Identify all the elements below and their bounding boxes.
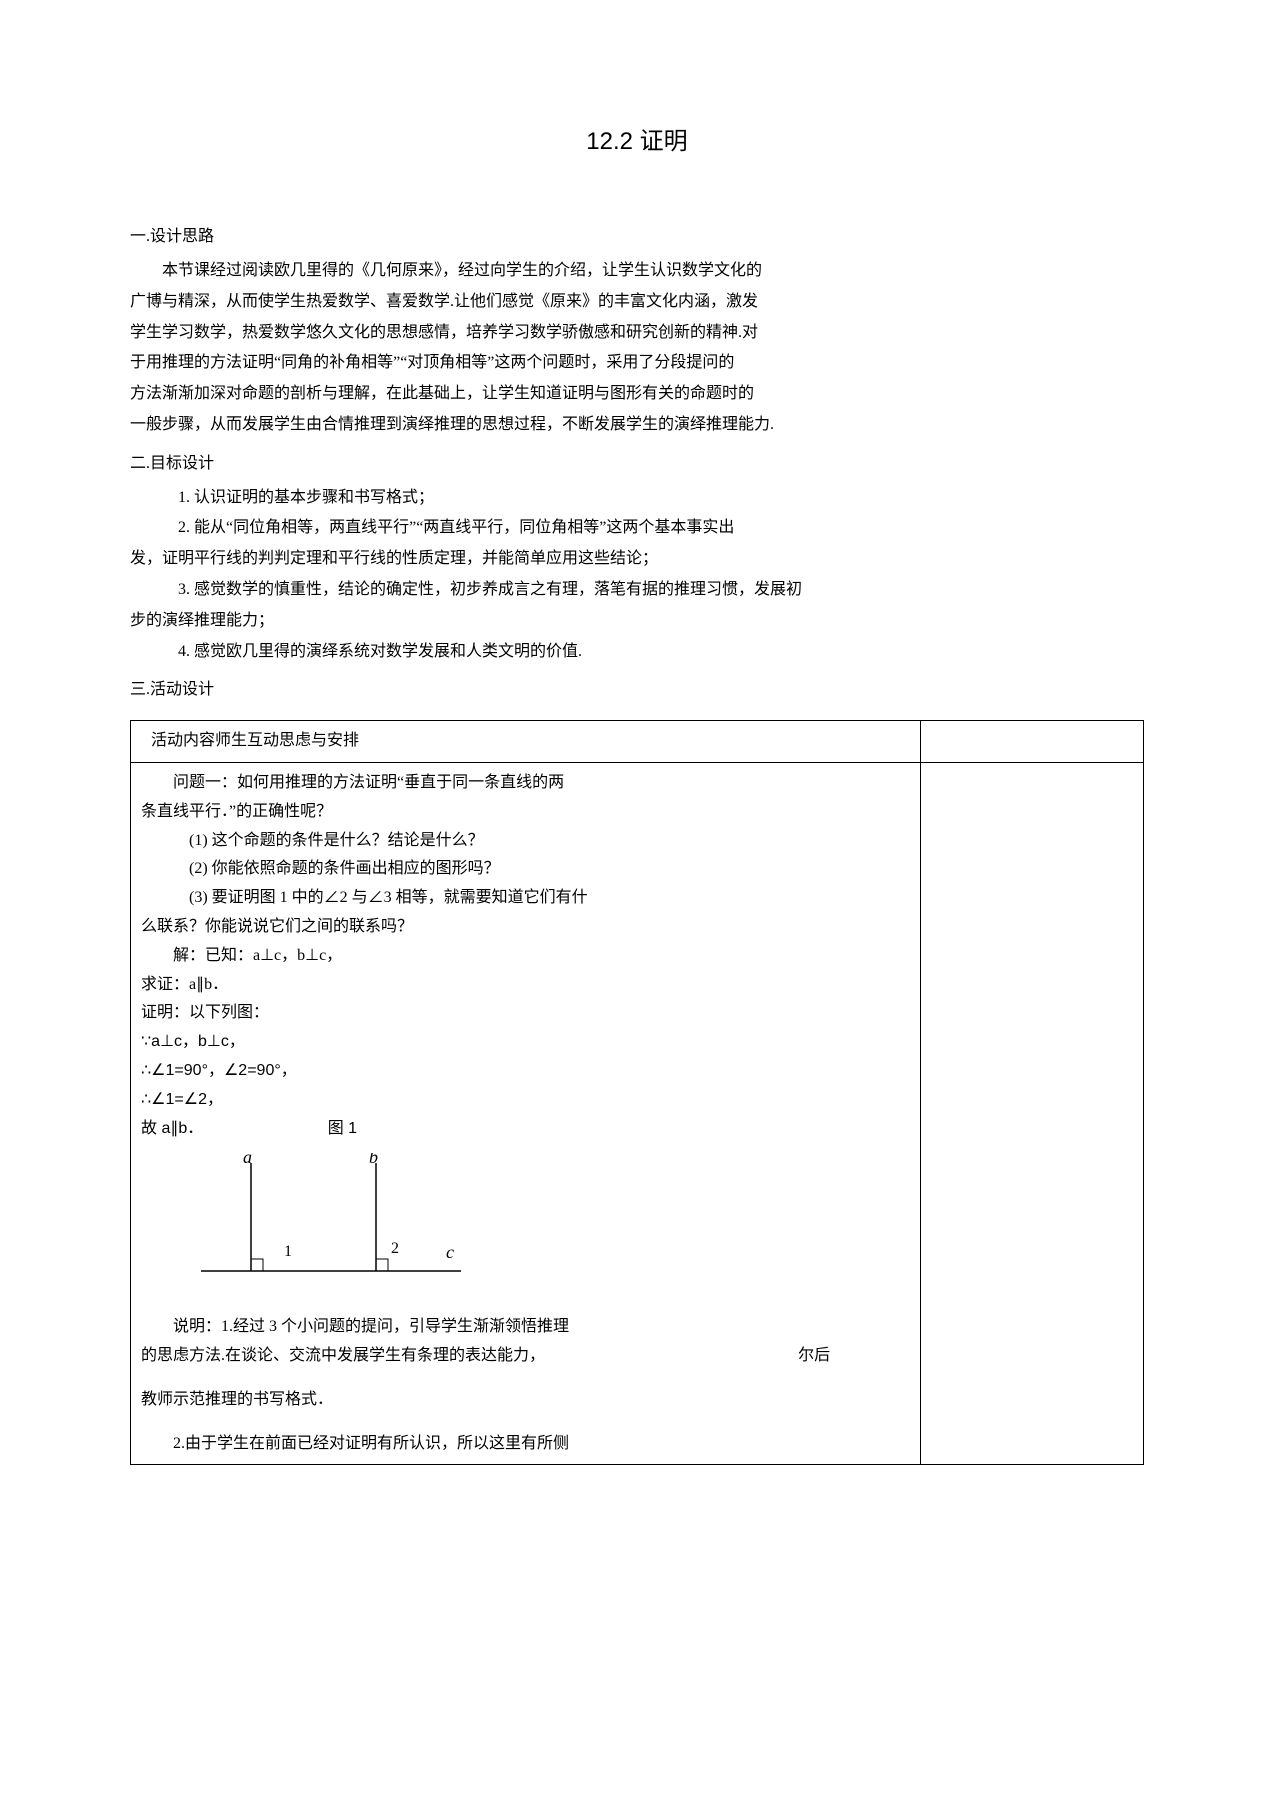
section2-heading: 二.目标设计: [130, 450, 1144, 479]
table-row: 问题一：如何用推理的方法证明“垂直于同一条直线的两 条直线平行．”的正确性呢？ …: [131, 762, 1144, 1465]
figure-label: 图 1: [328, 1120, 357, 1137]
diagram-svg: a b c 1 2: [181, 1153, 481, 1293]
proof-step1: ∵a⊥c，b⊥c，: [141, 1028, 910, 1057]
section2-item3a: 3. 感觉数学的慎重性，结论的确定性，初步养成言之有理，落笔有据的推理习惯，发展…: [130, 576, 1144, 605]
section1-p3: 学生学习数学，热爱数学悠久文化的思想感情，培养学习数学骄傲感和研究创新的精神.对: [130, 319, 1144, 348]
question1-line2: 条直线平行．”的正确性呢？: [141, 798, 910, 827]
table-side-cell: [921, 721, 1144, 763]
table-header-cell: 活动内容师生互动思虑与安排: [131, 721, 921, 763]
diagram-label-a: a: [243, 1153, 252, 1167]
activity-table: 活动内容师生互动思虑与安排 问题一：如何用推理的方法证明“垂直于同一条直线的两 …: [130, 720, 1144, 1465]
diagram-label-c: c: [446, 1242, 454, 1262]
note2: 2.由于学生在前面已经对证明有所认识，所以这里有所侧: [141, 1430, 910, 1459]
section2-item4: 4. 感觉欧几里得的演绎系统对数学发展和人类文明的价值.: [130, 638, 1144, 667]
page-title: 12.2 证明: [130, 120, 1144, 163]
table-row: 活动内容师生互动思虑与安排: [131, 721, 1144, 763]
proof-step2: ∴∠1=90°，∠2=90°，: [141, 1057, 910, 1086]
section2-item1: 1. 认识证明的基本步骤和书写格式；: [130, 484, 1144, 513]
note1-line2: 的思虑方法.在谈论、交流中发展学生有条理的表达能力，: [141, 1347, 545, 1364]
section1-p1: 本节课经过阅读欧几里得的《几何原来》，经过向学生的介绍，让学生认识数学文化的: [130, 257, 1144, 286]
note1-erhou: 尔后: [798, 1342, 830, 1371]
section1-p2: 广博与精深，从而使学生热爱数学、喜爱数学.让他们感觉《原来》的丰富文化内涵，激发: [130, 288, 1144, 317]
proof-label: 证明：以下列图：: [141, 999, 910, 1028]
proof-given: 解：已知：a⊥c，b⊥c，: [141, 942, 910, 971]
question1-line1: 问题一：如何用推理的方法证明“垂直于同一条直线的两: [141, 769, 910, 798]
sub-question-1: (1) 这个命题的条件是什么？结论是什么？: [141, 827, 910, 856]
section1-p4: 于用推理的方法证明“同角的补角相等”“对顶角相等”这两个问题时，采用了分段提问的: [130, 349, 1144, 378]
geometry-diagram: a b c 1 2: [181, 1153, 481, 1293]
note1-line1: 说明：1.经过 3 个小问题的提问，引导学生渐渐领悟推理: [141, 1313, 910, 1342]
sub-question-3-cont: 么联系？你能说说它们之间的联系吗？: [141, 913, 910, 942]
proof-step3: ∴∠1=∠2，: [141, 1086, 910, 1115]
sub-question-3: (3) 要证明图 1 中的∠2 与∠3 相等，就需要知道它们有什: [141, 884, 910, 913]
note1-line3: 教师示范推理的书写格式．: [141, 1386, 910, 1415]
table-side-cell: [921, 762, 1144, 1465]
section1-p6: 一般步骤，从而发展学生由合情推理到演绎推理的思想过程，不断发展学生的演绎推理能力…: [130, 411, 1144, 440]
section2-item3b: 步的演绎推理能力；: [130, 607, 1144, 636]
section1-heading: 一.设计思路: [130, 223, 1144, 252]
diagram-label-1: 1: [284, 1243, 292, 1260]
diagram-label-b: b: [369, 1153, 378, 1167]
proof-prove: 求证：a∥b．: [141, 971, 910, 1000]
section3-heading: 三.活动设计: [130, 676, 1144, 705]
note1-line2-wrap: 的思虑方法.在谈论、交流中发展学生有条理的表达能力， 尔后: [141, 1342, 910, 1371]
diagram-label-2: 2: [391, 1240, 399, 1257]
sub-question-2: (2) 你能依照命题的条件画出相应的图形吗？: [141, 855, 910, 884]
proof-step4: 故 a∥b． 图 1: [141, 1115, 910, 1144]
section1-p5: 方法渐渐加深对命题的剖析与理解，在此基础上，让学生知道证明与图形有关的命题时的: [130, 380, 1144, 409]
section2-item2b: 发，证明平行线的判判定理和平行线的性质定理，并能简单应用这些结论；: [130, 545, 1144, 574]
section2-item2a: 2. 能从“同位角相等，两直线平行”“两直线平行，同位角相等”这两个基本事实出: [130, 514, 1144, 543]
table-content-cell: 问题一：如何用推理的方法证明“垂直于同一条直线的两 条直线平行．”的正确性呢？ …: [131, 762, 921, 1465]
proof-step4-text: 故 a∥b．: [141, 1120, 203, 1137]
